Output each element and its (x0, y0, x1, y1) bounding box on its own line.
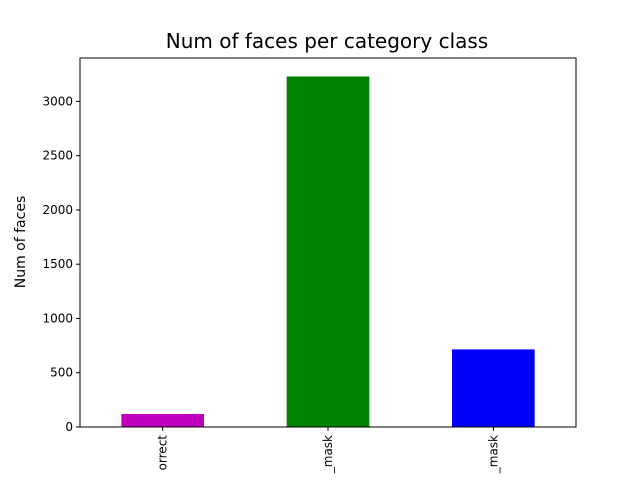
x-tick-label: _mask (321, 435, 335, 474)
x-tick-label: orrect (156, 435, 170, 471)
bar (452, 349, 535, 427)
x-axis-ticks: orrect _mask _mask (156, 427, 500, 474)
x-tick-label: _mask (486, 435, 500, 474)
y-axis-ticks: 0 500 1000 1500 2000 2500 3000 (42, 94, 80, 434)
y-tick-label: 0 (65, 420, 73, 434)
bar (286, 76, 370, 427)
y-tick-label: 3000 (42, 94, 73, 108)
bar (121, 413, 204, 427)
y-tick-label: 1500 (42, 257, 73, 271)
y-axis-title: Num of faces (13, 196, 29, 289)
y-tick-label: 500 (50, 366, 73, 380)
y-tick-label: 2500 (42, 149, 73, 163)
chart-title: Num of faces per category class (166, 29, 488, 53)
y-tick-label: 1000 (42, 311, 73, 325)
plot-area-frame (79, 57, 577, 428)
bars-group (121, 76, 535, 427)
y-tick-label: 2000 (42, 203, 73, 217)
